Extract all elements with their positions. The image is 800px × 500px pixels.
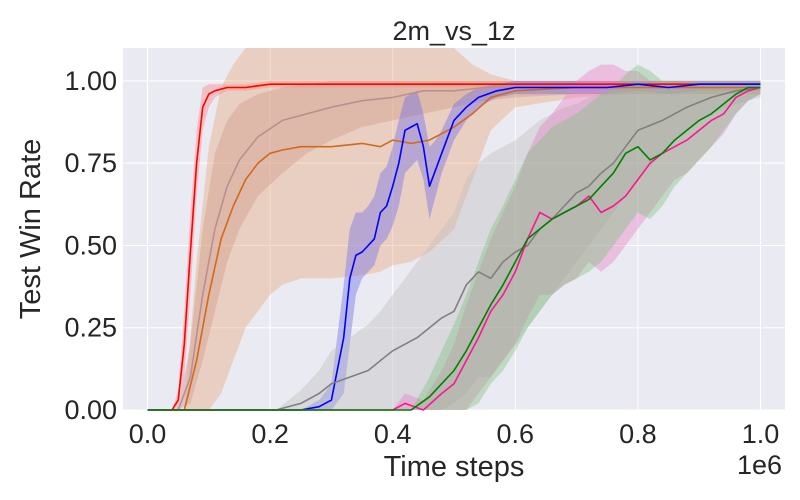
x-tick-label: 0.8 [619, 419, 657, 449]
series-line-1 [147, 83, 761, 411]
x-axis-multiplier: 1e6 [737, 450, 782, 480]
x-axis-label: Time steps [384, 451, 525, 483]
series-band-6 [147, 64, 761, 410]
y-tick-label: 0.25 [64, 313, 117, 343]
grid-layer [123, 48, 785, 411]
line-layer [147, 83, 761, 411]
series-band-3 [147, 48, 761, 410]
band-layer [147, 48, 761, 411]
series-line-3 [147, 86, 761, 411]
series-line-5 [147, 86, 761, 411]
y-tick-label: 1.00 [64, 66, 117, 96]
series-band-5 [147, 80, 761, 411]
y-axis-label: Test Win Rate [15, 139, 47, 320]
series-band-7 [147, 64, 761, 410]
x-tick-labels: 0.0 0.2 0.4 0.6 0.8 1.0 [129, 419, 780, 449]
x-tick-label: 0.6 [497, 419, 535, 449]
chart-title: 2m_vs_1z [392, 16, 515, 46]
y-tick-label: 0.75 [64, 148, 117, 178]
series-line-7 [147, 86, 761, 411]
x-tick-label: 0.4 [374, 419, 412, 449]
x-tick-label: 1.0 [742, 419, 780, 449]
x-tick-label: 0.2 [251, 419, 289, 449]
y-tick-labels: 0.00 0.25 0.50 0.75 1.00 [64, 66, 117, 425]
y-tick-label: 0.50 [64, 230, 117, 260]
x-tick-label: 0.0 [129, 419, 167, 449]
plot-background [123, 48, 785, 410]
series-line-4 [147, 83, 761, 411]
y-tick-label: 0.00 [64, 395, 117, 425]
